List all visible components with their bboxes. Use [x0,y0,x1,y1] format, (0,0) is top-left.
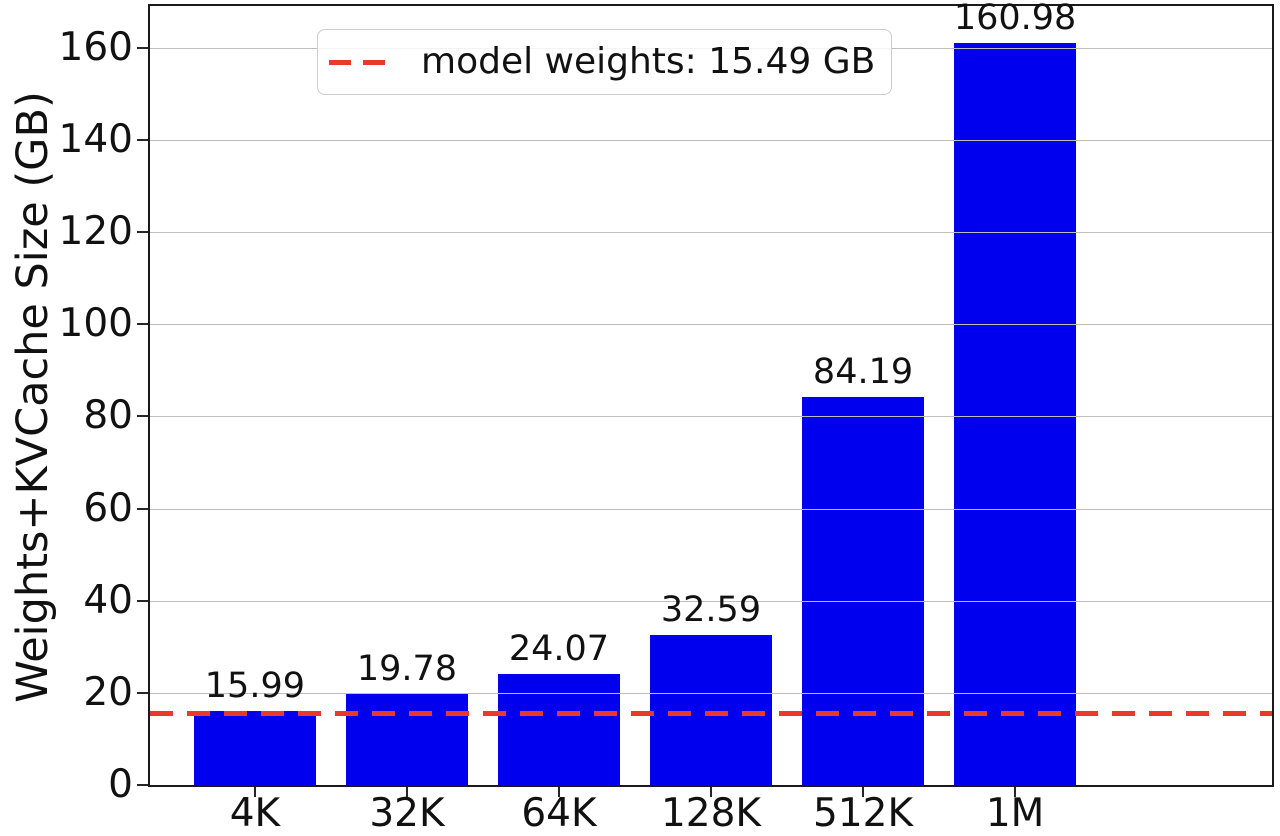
y-tick-mark-60 [137,507,148,510]
gridline-y-120 [150,232,1272,234]
bar-value-label-64K: 24.07 [508,629,610,670]
x-tick-mark-64K [557,787,560,797]
bar-128K [650,634,772,785]
y-tick-label-140: 140 [58,117,133,163]
y-tick-label-120: 120 [58,209,133,255]
y-tick-label-100: 100 [58,301,133,347]
x-tick-label-32K: 32K [369,791,445,836]
x-tick-mark-32K [405,787,408,797]
x-tick-mark-1M [1014,787,1017,797]
y-tick-label-20: 20 [83,669,133,715]
bar-1M [954,43,1076,785]
x-tick-label-64K: 64K [521,791,597,836]
y-tick-mark-160 [137,46,148,49]
x-tick-label-1M: 1M [985,791,1045,836]
gridline-y-100 [150,324,1272,326]
dashed-line-swatch-icon [329,59,396,65]
gridline-y-20 [150,692,1272,694]
x-tick-mark-512K [862,787,865,797]
y-tick-mark-80 [137,415,148,418]
x-tick-label-512K: 512K [813,791,914,836]
model-weights-reference-line [150,711,1272,717]
x-tick-mark-4K [253,787,256,797]
gridline-y-60 [150,508,1272,510]
x-tick-mark-128K [710,787,712,797]
bar-value-label-1M: 160.98 [953,0,1077,39]
y-tick-label-60: 60 [83,485,133,531]
legend-label: model weights: 15.49 GB [421,41,876,82]
gridline-y-80 [150,416,1272,418]
y-tick-label-0: 0 [108,762,133,807]
y-tick-mark-120 [137,231,148,234]
gridline-y-140 [150,140,1272,142]
gridline-y-40 [150,600,1272,602]
bar-value-label-4K: 15.99 [204,666,305,707]
x-tick-label-4K: 4K [229,791,281,836]
y-tick-mark-0 [137,784,148,786]
bar-value-label-128K: 32.59 [660,589,762,630]
y-tick-label-80: 80 [83,393,133,439]
plot-area: 15.99 19.78 24.07 32.59 84.19 160.98 model we… [148,0,1274,787]
legend: model weights: 15.49 GB [317,29,893,95]
bar-value-label-512K: 84.19 [812,352,914,393]
bar-512K [802,397,924,785]
y-tick-mark-40 [137,599,148,602]
x-tick-label-128K: 128K [660,791,761,836]
y-tick-mark-140 [137,139,148,142]
bar-4K [194,711,316,785]
y-tick-label-40: 40 [83,577,133,623]
bar-value-label-32K: 19.78 [356,648,458,689]
y-tick-label-160: 160 [58,24,133,70]
bar-64K [498,674,620,785]
bar-32K [346,693,468,785]
y-tick-mark-100 [137,323,148,326]
y-tick-mark-20 [137,691,148,694]
